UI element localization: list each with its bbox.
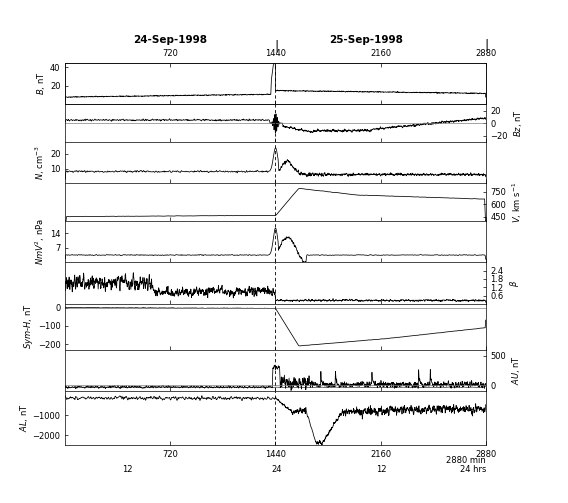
Y-axis label: $Bz$, nT: $Bz$, nT [512,109,524,137]
Y-axis label: $\beta$: $\beta$ [508,280,521,287]
Text: 2880 min: 2880 min [446,456,486,465]
Y-axis label: $AU$, nT: $AU$, nT [511,355,523,385]
Y-axis label: $AL$, nT: $AL$, nT [18,404,30,433]
Y-axis label: $V$, km s$^{-1}$: $V$, km s$^{-1}$ [511,182,524,223]
Text: 12: 12 [122,465,132,474]
Text: |: | [274,40,279,53]
Y-axis label: $N$, cm$^{-3}$: $N$, cm$^{-3}$ [34,145,47,180]
Text: 24-Sep-1998: 24-Sep-1998 [133,35,207,45]
Text: 12: 12 [377,465,387,474]
Text: 24: 24 [272,465,282,474]
Y-axis label: $NmV^2$, nPa: $NmV^2$, nPa [34,218,47,265]
Text: 25-Sep-1998: 25-Sep-1998 [329,35,403,45]
Y-axis label: $B$, nT: $B$, nT [35,72,47,96]
Text: |: | [484,39,488,52]
Text: 24 hrs: 24 hrs [460,465,486,474]
Y-axis label: $Sym$-$H$, nT: $Sym$-$H$, nT [22,304,35,350]
